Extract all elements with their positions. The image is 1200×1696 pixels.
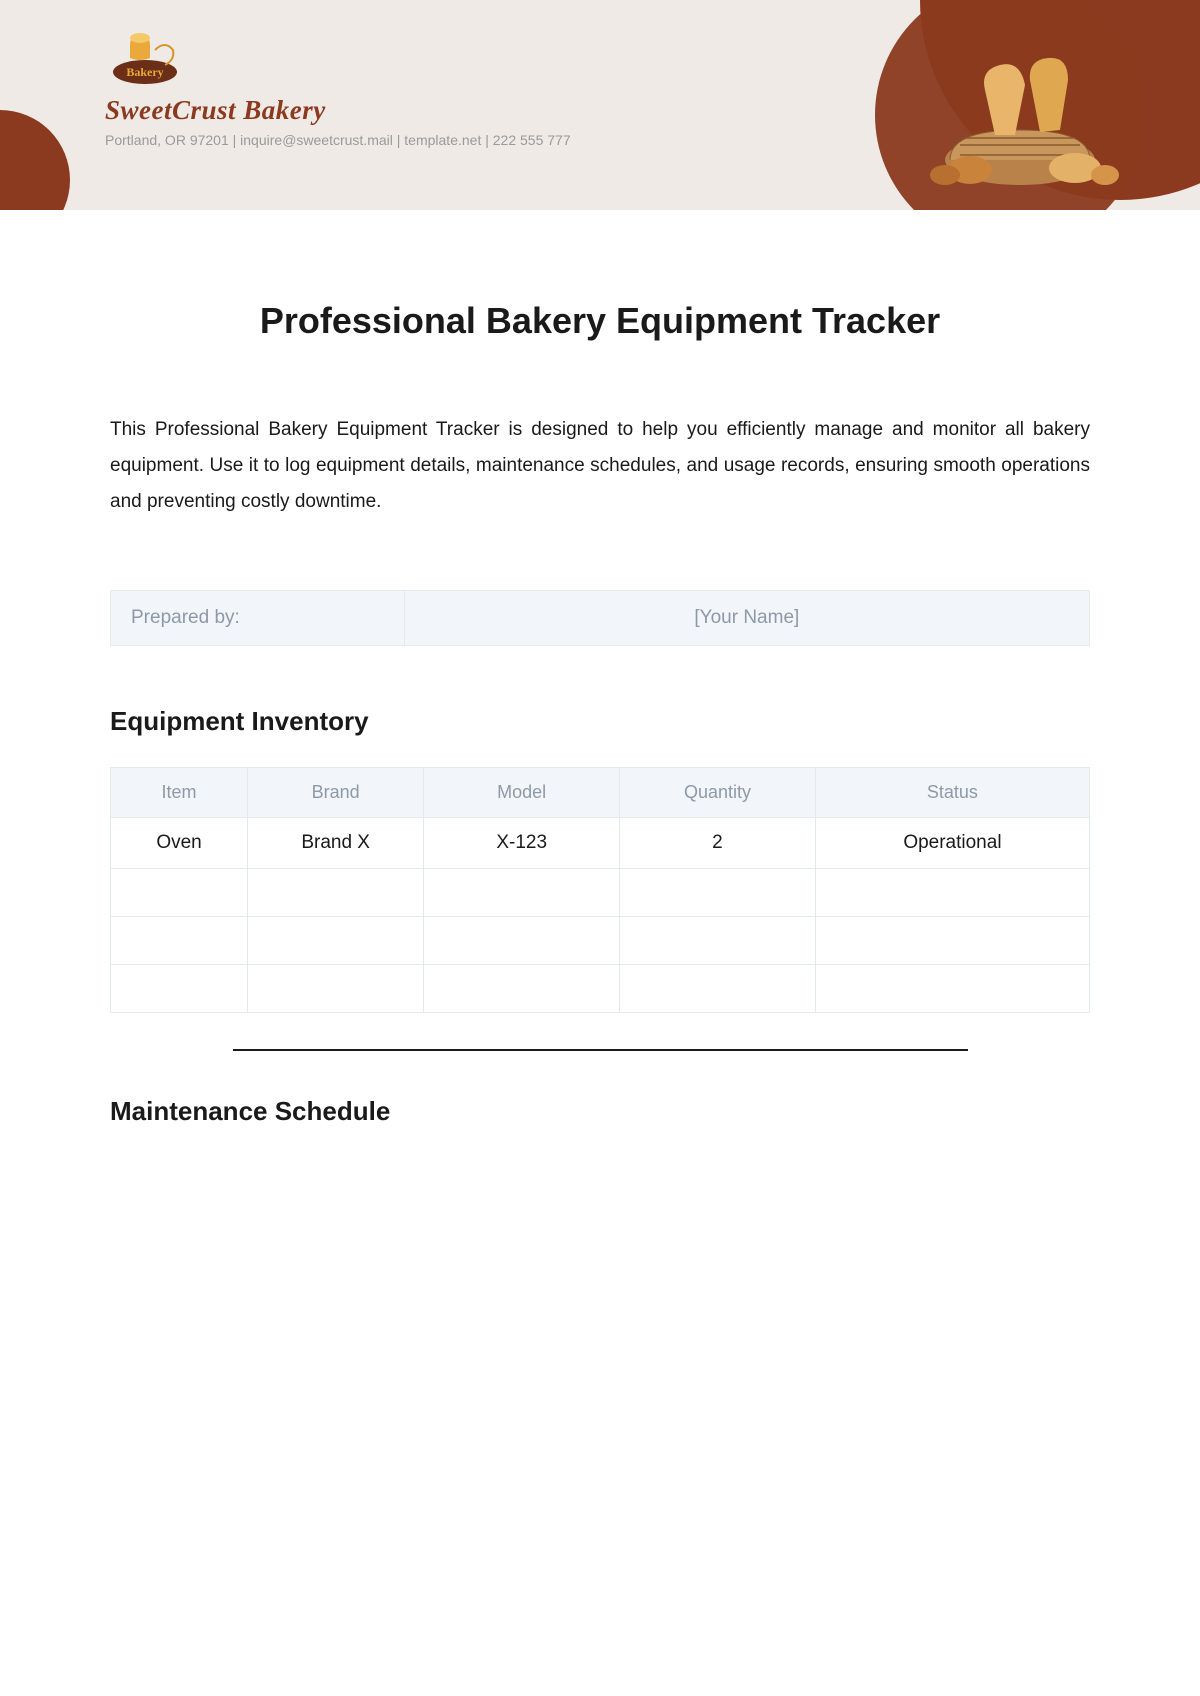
table-cell[interactable]: [248, 965, 424, 1013]
col-brand: Brand: [248, 768, 424, 818]
document-description: This Professional Bakery Equipment Track…: [110, 412, 1090, 520]
table-cell[interactable]: [248, 869, 424, 917]
table-cell[interactable]: [248, 917, 424, 965]
document-title: Professional Bakery Equipment Tracker: [110, 300, 1090, 342]
table-row: [111, 917, 1090, 965]
col-model: Model: [424, 768, 620, 818]
logo-text: Bakery: [126, 65, 163, 79]
inventory-heading: Equipment Inventory: [110, 706, 1090, 737]
document-content: Professional Bakery Equipment Tracker Th…: [0, 210, 1200, 1127]
table-cell[interactable]: [111, 869, 248, 917]
header-banner: Bakery SweetCrust Bakery Portland, OR 97…: [0, 0, 1200, 210]
table-cell[interactable]: [620, 869, 816, 917]
table-header-row: Item Brand Model Quantity Status: [111, 768, 1090, 818]
decor-circle-left: [0, 110, 70, 210]
table-cell[interactable]: [620, 965, 816, 1013]
table-cell[interactable]: [620, 917, 816, 965]
divider-wrap: [110, 1038, 1090, 1056]
section-divider: [233, 1049, 968, 1051]
maintenance-heading: Maintenance Schedule: [110, 1096, 1090, 1127]
table-row: OvenBrand XX-1232Operational: [111, 818, 1090, 869]
table-cell[interactable]: 2: [620, 818, 816, 869]
col-quantity: Quantity: [620, 768, 816, 818]
table-row: [111, 869, 1090, 917]
company-name: SweetCrust Bakery: [105, 95, 571, 126]
bakery-logo-icon: Bakery: [105, 30, 185, 85]
logo-block: Bakery SweetCrust Bakery Portland, OR 97…: [105, 30, 571, 148]
table-cell[interactable]: [111, 965, 248, 1013]
table-cell[interactable]: [815, 965, 1089, 1013]
table-row: Prepared by: [Your Name]: [111, 591, 1090, 646]
table-cell[interactable]: [424, 965, 620, 1013]
col-item: Item: [111, 768, 248, 818]
bread-basket-icon: [900, 40, 1130, 190]
prepared-by-table: Prepared by: [Your Name]: [110, 590, 1090, 646]
prepared-by-label: Prepared by:: [111, 591, 405, 646]
table-cell[interactable]: [815, 869, 1089, 917]
col-status: Status: [815, 768, 1089, 818]
table-row: [111, 965, 1090, 1013]
table-cell[interactable]: X-123: [424, 818, 620, 869]
table-cell[interactable]: [815, 917, 1089, 965]
table-cell[interactable]: [424, 917, 620, 965]
inventory-table: Item Brand Model Quantity Status OvenBra…: [110, 767, 1090, 1013]
company-meta: Portland, OR 97201 | inquire@sweetcrust.…: [105, 132, 571, 148]
table-cell[interactable]: [424, 869, 620, 917]
prepared-by-value[interactable]: [Your Name]: [404, 591, 1089, 646]
table-cell[interactable]: Operational: [815, 818, 1089, 869]
table-cell[interactable]: [111, 917, 248, 965]
table-cell[interactable]: Oven: [111, 818, 248, 869]
table-cell[interactable]: Brand X: [248, 818, 424, 869]
